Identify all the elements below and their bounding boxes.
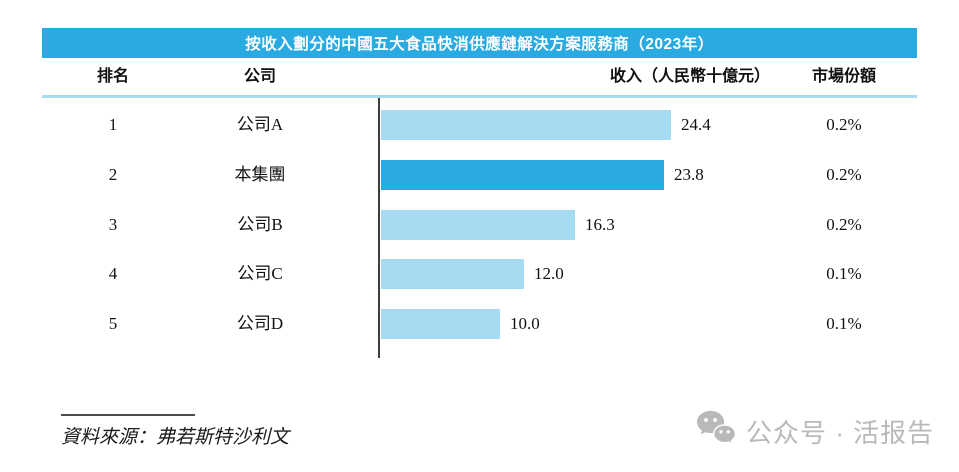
rank-cell: 1	[108, 115, 118, 134]
revenue-bar	[381, 210, 575, 240]
revenue-bar	[381, 259, 524, 289]
column-header-share: 市場份額	[811, 68, 876, 85]
rank-cell: 4	[108, 264, 118, 283]
revenue-bar	[381, 110, 671, 140]
source-text: 資料來源：弗若斯特沙利文	[61, 427, 290, 448]
revenue-value: 10.0	[510, 314, 540, 333]
table-row: 2 本集團 23.8 0.2%	[0, 150, 959, 200]
revenue-value: 24.4	[681, 115, 711, 134]
chart-title-bar: 按收入劃分的中國五大食品快消供應鏈解決方案服務商（2023年）	[42, 28, 917, 58]
table-row: 4 公司C 12.0 0.1%	[0, 249, 959, 299]
rank-cell: 3	[108, 215, 118, 234]
wechat-icon	[696, 410, 737, 453]
watermark-text: 公众号 · 活报告	[746, 418, 935, 448]
revenue-value: 16.3	[585, 215, 615, 234]
company-cell: 本集團	[234, 165, 286, 184]
share-cell: 0.2%	[826, 115, 862, 134]
company-cell: 公司C	[237, 264, 283, 283]
chart-title: 按收入劃分的中國五大食品快消供應鏈解決方案服務商（2023年）	[245, 36, 714, 53]
source-divider	[61, 414, 195, 416]
table-row: 1 公司A 24.4 0.2%	[0, 100, 959, 150]
share-cell: 0.2%	[826, 165, 862, 184]
column-header-rank: 排名	[96, 68, 129, 85]
revenue-bar	[381, 160, 664, 190]
company-cell: 公司A	[236, 115, 284, 134]
share-cell: 0.1%	[826, 314, 862, 333]
rank-cell: 2	[108, 165, 118, 184]
company-cell: 公司B	[237, 215, 283, 234]
watermark: 公众号 · 活报告	[696, 410, 934, 453]
table-row: 5 公司D 10.0 0.1%	[0, 299, 959, 349]
share-cell: 0.2%	[826, 215, 862, 234]
revenue-bar	[381, 309, 500, 339]
header-underline	[42, 95, 917, 98]
table-row: 3 公司B 16.3 0.2%	[0, 200, 959, 250]
column-header-revenue: 收入（人民幣十億元）	[609, 68, 770, 85]
revenue-value: 12.0	[534, 264, 564, 283]
company-cell: 公司D	[236, 314, 284, 333]
revenue-value: 23.8	[674, 165, 704, 184]
share-cell: 0.1%	[826, 264, 862, 283]
chart-axis-line	[378, 98, 380, 358]
rank-cell: 5	[108, 314, 118, 333]
column-header-company: 公司	[243, 68, 276, 85]
